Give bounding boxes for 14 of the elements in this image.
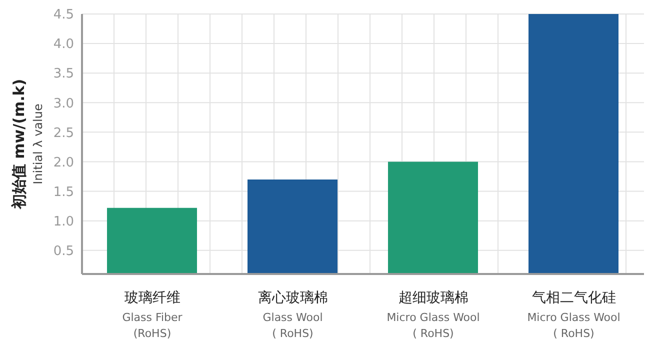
y-tick-label: 4.0 bbox=[53, 37, 74, 52]
x-tick-label: 玻璃纤维 Glass Fiber (RoHS) bbox=[122, 290, 183, 340]
x-tick-label: 离心玻璃棉 Glass Wool ( RoHS) bbox=[258, 290, 328, 340]
y-axis-title: 初始值 mw/(m.k) Initial λ value bbox=[10, 78, 45, 210]
y-tick-label: 2.5 bbox=[53, 126, 74, 141]
y-tick-label: 3.0 bbox=[53, 96, 74, 112]
y-tick-label: 1.5 bbox=[53, 184, 74, 200]
y-tick-label: 0.5 bbox=[53, 244, 74, 259]
x-tick-label: 气相二气化硅 Micro Glass Wool ( RoHS) bbox=[527, 290, 620, 340]
x-tick-label: 超细玻璃棉 Micro Glass Wool ( RoHS) bbox=[386, 290, 480, 340]
y-tick-label: 3.5 bbox=[53, 66, 74, 82]
y-tick-label: 4.5 bbox=[53, 8, 74, 23]
y-tick-label: 1.0 bbox=[53, 214, 74, 230]
y-tick-label: 2.0 bbox=[53, 155, 74, 170]
